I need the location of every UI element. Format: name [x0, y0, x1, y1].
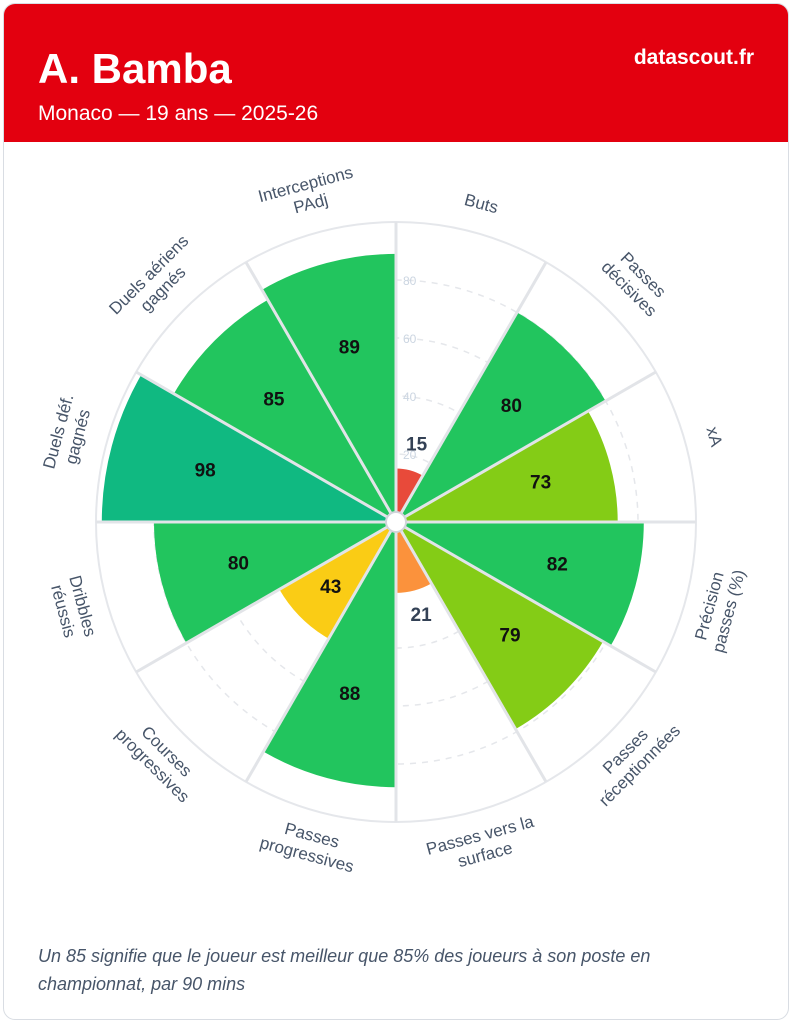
player-name: A. Bamba	[38, 45, 232, 92]
bar-0	[396, 468, 423, 514]
bar-7	[279, 527, 391, 639]
bar-9	[101, 374, 388, 522]
bar-11	[261, 253, 396, 514]
spoke	[403, 370, 657, 519]
spoke	[135, 525, 389, 674]
percentile-radar-chart: 20 40 60 80 15 80 73 82 79 21 88 43 80 98 85 89 Buts Pass…	[39, 163, 749, 877]
value-label: 73	[530, 473, 551, 494]
category-label-line: Buts	[462, 190, 500, 217]
value-label: 85	[263, 389, 285, 410]
brand-link[interactable]: datascout.fr	[633, 46, 754, 69]
footnote: Un 85 signifie que le joueur est meilleu…	[38, 946, 651, 994]
spoke	[244, 261, 393, 515]
bar-10	[173, 299, 391, 517]
value-label: 88	[339, 684, 360, 705]
value-label: 80	[501, 396, 522, 417]
category-label-line: xA	[703, 425, 727, 450]
value-label: 43	[320, 577, 341, 598]
spoke	[399, 261, 548, 515]
category-label: Buts	[462, 190, 500, 217]
scale-tick-label: 60	[403, 332, 417, 346]
value-label: 80	[228, 554, 249, 575]
spoke	[399, 529, 548, 783]
scale-tick-label: 80	[403, 274, 417, 288]
spoke	[135, 370, 389, 519]
value-label: 89	[339, 337, 360, 358]
bar-3	[404, 522, 644, 646]
scale-tick-label: 40	[403, 390, 417, 404]
bar-8	[154, 522, 388, 643]
value-label: 21	[411, 605, 433, 626]
spoke	[244, 529, 393, 783]
scale-tick-label: 20	[403, 448, 417, 462]
chart-center	[385, 511, 407, 533]
category-label: Duels déf.gagnés	[39, 392, 94, 471]
bar-5	[396, 530, 432, 593]
spoke	[403, 525, 657, 674]
category-label: xA	[703, 425, 727, 450]
value-label: 82	[547, 555, 568, 576]
bar-4	[401, 527, 604, 730]
bar-6	[263, 530, 396, 788]
value-label: 15	[406, 435, 428, 456]
bar-2	[404, 411, 618, 522]
player-card: A. Bamba Monaco — 19 ans — 2025-26 datas…	[3, 3, 789, 1020]
value-label: 79	[499, 625, 520, 646]
bar-1	[401, 312, 606, 517]
value-label: 98	[195, 460, 216, 481]
header-banner: A. Bamba Monaco — 19 ans — 2025-26 datas…	[4, 4, 788, 142]
player-subtitle: Monaco — 19 ans — 2025-26	[38, 102, 319, 125]
